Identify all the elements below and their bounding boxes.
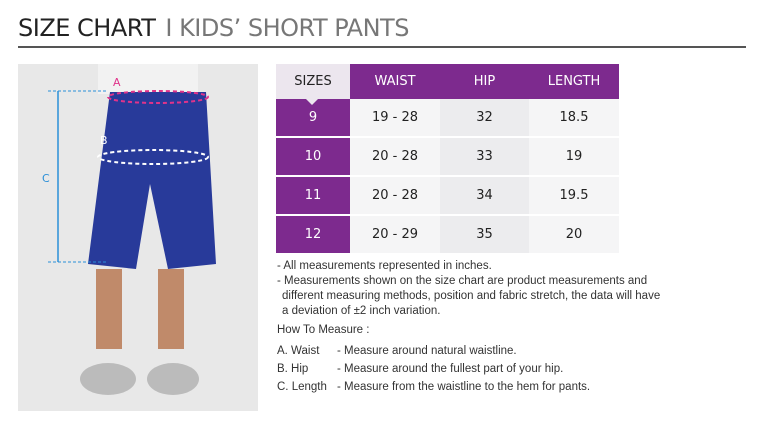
how-item: C. Length - Measure from the waistline to…	[277, 381, 591, 393]
label-b: B	[100, 134, 108, 147]
table-row: 10 20 - 28 33 19	[276, 137, 619, 177]
how-item: B. Hip - Measure around the fullest part …	[277, 363, 564, 375]
size-table: SIZES WAIST HIP LENGTH 9 19 - 28 32 18.5 10…	[276, 64, 619, 255]
how-heading: How To Measure :	[277, 324, 370, 336]
table-row: 11 20 - 28 34 19.5	[276, 176, 619, 216]
page-title: SIZE CHART I KIDS’ SHORT PANTS	[18, 14, 409, 42]
notes: - All measurements represented in inches…	[277, 260, 661, 317]
label-a: A	[113, 76, 121, 89]
label-c: C	[42, 172, 50, 185]
shorts-illustration: A B C	[42, 64, 216, 395]
product-photo: A B C	[18, 64, 258, 411]
table-header: SIZES WAIST HIP LENGTH	[276, 64, 619, 105]
how-to-measure: How To Measure : A. Waist - Measure aroun…	[277, 324, 590, 396]
how-item: A. Waist - Measure around natural waistli…	[277, 345, 517, 357]
table-row: 9 19 - 28 32 18.5	[276, 99, 619, 138]
divider	[18, 46, 746, 48]
table-row: 12 20 - 29 35 20	[276, 215, 619, 255]
